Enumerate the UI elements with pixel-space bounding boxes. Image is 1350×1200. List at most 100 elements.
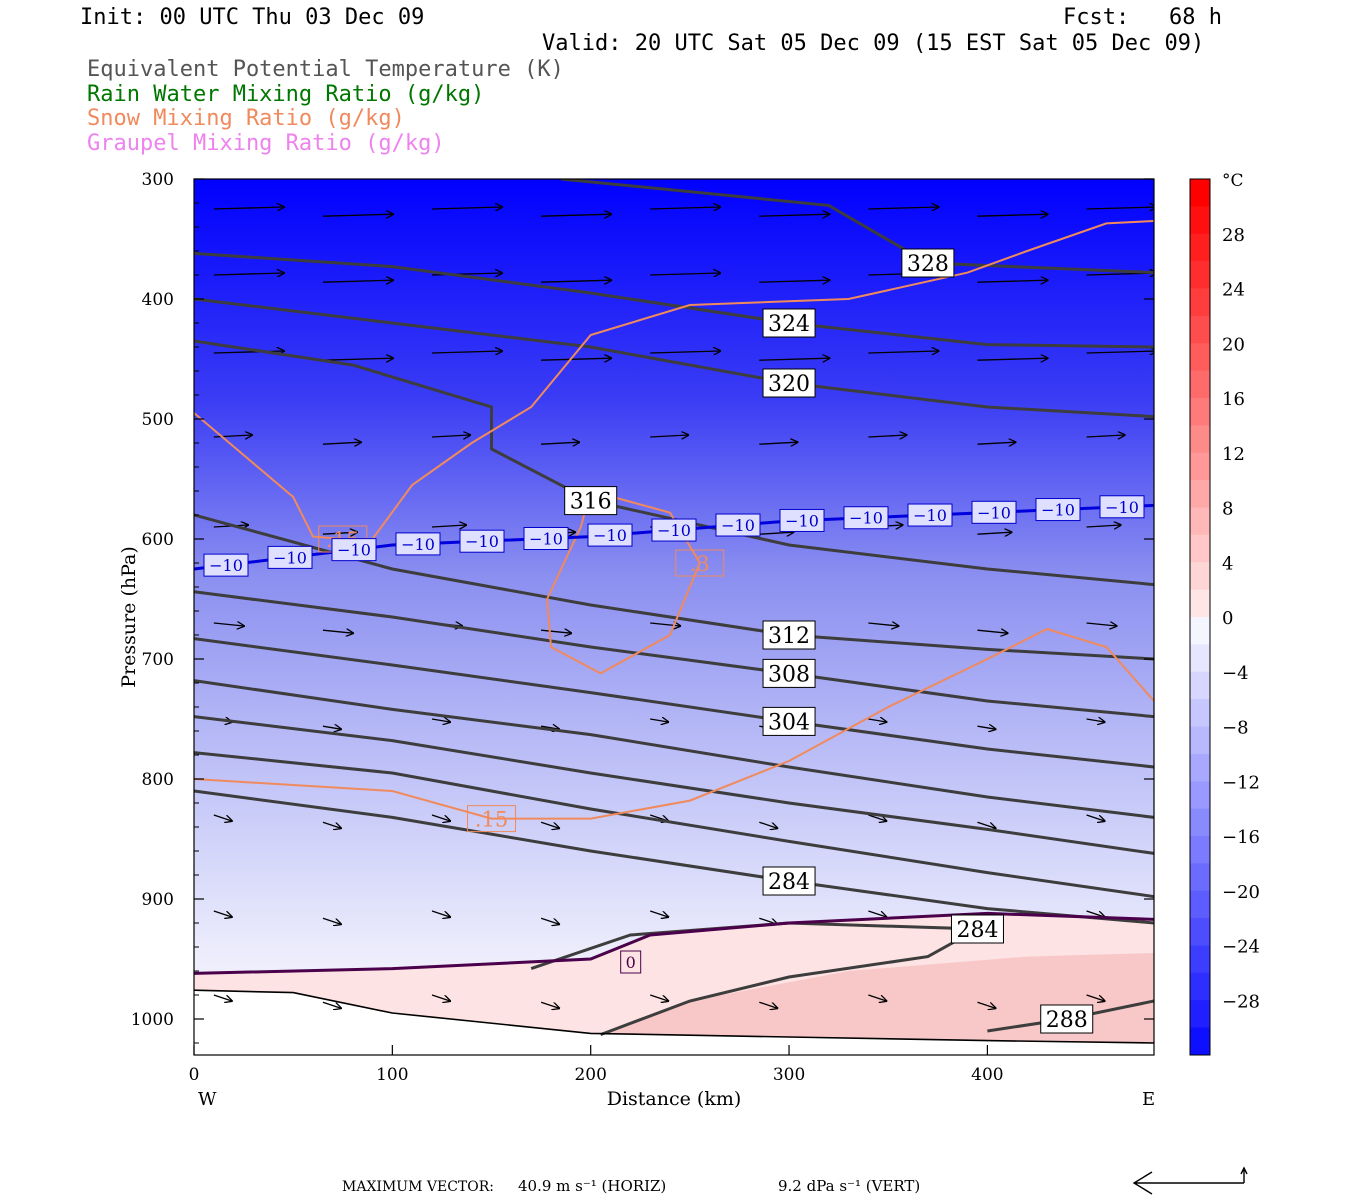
isotherm-label: −10 (401, 535, 435, 554)
wind-vector (1086, 814, 1105, 821)
theta-e-contour (194, 590, 1154, 719)
x-axis-label: Distance (km) (607, 1088, 742, 1110)
y-tick-label: 400 (142, 290, 174, 310)
wind-vector (868, 435, 906, 437)
theta-e-contour (194, 251, 1154, 349)
valid-time: Valid: 20 UTC Sat 05 Dec 09 (15 EST Sat … (542, 31, 1205, 56)
theta-e-contour (194, 297, 1154, 419)
snow-contour-label-box (675, 549, 725, 577)
y-tick-label: 700 (142, 650, 174, 670)
isotherm-label: −10 (273, 548, 307, 567)
wind-vector (322, 280, 393, 282)
wind-vector (322, 532, 357, 534)
colorbar-swatch (1190, 836, 1210, 864)
theta-e-contour-label: 312 (768, 624, 810, 649)
wind-vector (977, 630, 1007, 633)
isotherm-label: −10 (529, 529, 563, 548)
colorbar-swatch (1190, 425, 1210, 454)
legend-graupel: Graupel Mixing Ratio (g/kg) (87, 131, 445, 156)
isotherm-label-box (971, 500, 1017, 524)
wind-vector (213, 207, 284, 209)
isotherm-label-box (715, 513, 761, 537)
wind-vector (541, 630, 571, 633)
colorbar-swatch (1190, 370, 1210, 399)
colorbar-swatch (1190, 617, 1210, 645)
wind-vector (431, 719, 450, 722)
wind-vector (431, 814, 450, 821)
legend-theta-e: Equivalent Potential Temperature (K) (87, 57, 564, 82)
freezing-line-label-box (620, 950, 642, 974)
y-tick-label: 600 (142, 530, 174, 550)
wind-vector (650, 435, 688, 437)
x-tick-label: 400 (971, 1065, 1003, 1085)
wind-vector (868, 910, 886, 917)
isotherm-label: −10 (977, 503, 1011, 522)
wind-vector (540, 821, 559, 828)
wind-vector (431, 351, 502, 353)
y-tick-label: 900 (142, 890, 174, 910)
y-tick-label: 300 (142, 170, 174, 190)
wind-vector (977, 280, 1047, 282)
isotherm-label-box (459, 529, 505, 553)
colorbar-tick-label: 16 (1222, 389, 1245, 410)
theta-e-contour-label: 320 (768, 372, 810, 397)
x-tick-label: 300 (773, 1065, 805, 1085)
theta-e-contour (194, 339, 1154, 587)
legend-rain-water: Rain Water Mixing Ratio (g/kg) (87, 82, 485, 107)
contour-label-box (762, 866, 816, 896)
colorbar-swatch (1190, 507, 1210, 536)
theta-e-contour (194, 715, 1154, 855)
colorbar-swatch (1190, 534, 1210, 563)
x-tick-label: 100 (376, 1065, 408, 1085)
wind-vector (431, 207, 502, 209)
plot-frame (193, 178, 1155, 1056)
wind-vector (431, 435, 470, 437)
colorbar-tick-label: −16 (1222, 827, 1260, 848)
wind-vector (540, 917, 559, 924)
wind-vector (650, 207, 720, 209)
wind-vector (759, 280, 829, 282)
ground-surface-line (194, 989, 1154, 1044)
theta-e-contour-label: 308 (768, 662, 810, 687)
max-vector-vert: 9.2 dPa s⁻¹ (VERT) (778, 1177, 920, 1195)
contour-label-box (950, 914, 1004, 944)
wind-vector (1086, 525, 1121, 527)
x-tick-label: 200 (574, 1065, 606, 1085)
colorbar-unit: °C (1222, 171, 1244, 191)
colorbar-swatch (1190, 398, 1210, 426)
isotherm-label: −10 (337, 541, 371, 560)
theta-e-contour-label: 324 (768, 312, 810, 337)
colorbar-swatch (1190, 753, 1210, 782)
isotherm-label-box (395, 532, 441, 556)
below-ground-mask (194, 990, 1154, 1055)
theta-e-contour-label: 304 (768, 710, 810, 735)
contour-label-box (762, 620, 816, 650)
colorbar-swatch (1190, 343, 1210, 372)
wind-vector (431, 910, 450, 917)
wind-vector (322, 821, 341, 828)
isotherm-label: −10 (593, 526, 627, 545)
wind-vector (868, 623, 898, 626)
wind-vector (540, 1001, 559, 1008)
contour-label-box (762, 658, 816, 688)
wind-vector (977, 358, 1047, 360)
theta-e-contour-label: 316 (570, 490, 612, 515)
wind-vector (868, 814, 886, 821)
colorbar-swatch (1190, 1027, 1210, 1056)
colorbar-swatch (1190, 480, 1210, 508)
colorbar-swatch (1190, 179, 1210, 207)
max-vector-horiz: 40.9 m s⁻¹ (HORIZ) (518, 1177, 666, 1195)
wind-vector (322, 726, 341, 729)
wind-vector (650, 351, 720, 353)
y-tick-label: 1000 (131, 1010, 174, 1030)
wind-vector (213, 994, 232, 1001)
max-vector-label: MAXIMUM VECTOR: (342, 1179, 494, 1195)
colorbar-swatch (1190, 726, 1210, 755)
colorbar-swatch (1190, 562, 1210, 591)
freezing-line-label: 0 (626, 953, 636, 972)
wind-vector (541, 214, 611, 216)
y-axis-label: Pressure (hPa) (118, 546, 140, 688)
colorbar-tick-label: −28 (1222, 991, 1260, 1012)
snow-mixing-ratio-contour (194, 627, 1154, 820)
